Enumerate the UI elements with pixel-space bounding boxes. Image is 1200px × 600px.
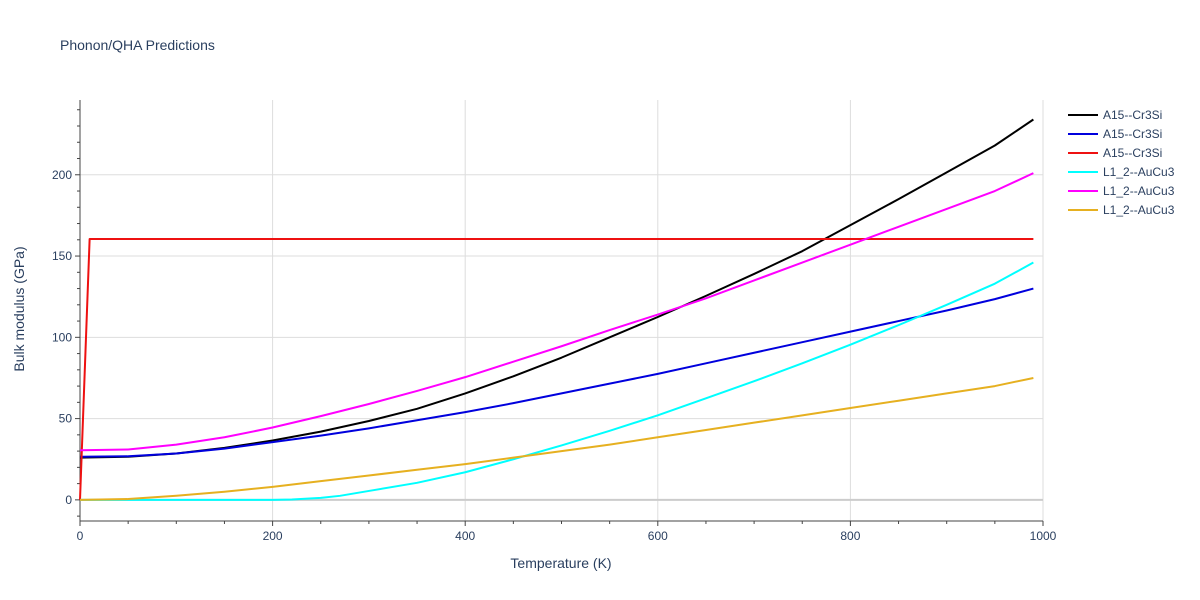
y-tick-label: 200	[52, 168, 72, 182]
series-line-5	[79, 172, 1034, 452]
x-tick-label: 800	[840, 529, 860, 543]
legend-item-1[interactable]: A15--Cr3Si	[1068, 108, 1162, 122]
legend-label: L1_2--AuCu3	[1103, 184, 1175, 198]
legend-item-4[interactable]: L1_2--AuCu3	[1068, 165, 1175, 179]
y-tick-label: 150	[52, 249, 72, 263]
legend[interactable]: A15--Cr3Si A15--Cr3Si A15--Cr3Si L1_2--AuCu…	[1068, 108, 1175, 217]
legend-item-5[interactable]: L1_2--AuCu3	[1068, 184, 1175, 198]
legend-label: A15--Cr3Si	[1103, 146, 1162, 160]
series-line-4	[80, 261, 1034, 501]
series-line-2	[79, 287, 1034, 458]
series-line-3	[79, 237, 1034, 500]
x-tick-label: 600	[648, 529, 668, 543]
axes: 0 200 400 600 800 1000 0 50 100 150 200	[52, 100, 1057, 543]
y-tick-label: 0	[65, 493, 72, 507]
series-lines	[79, 118, 1034, 501]
x-tick-label: 1000	[1030, 529, 1057, 543]
legend-item-6[interactable]: L1_2--AuCu3	[1068, 203, 1175, 217]
x-axis-title: Temperature (K)	[510, 555, 611, 571]
legend-label: L1_2--AuCu3	[1103, 203, 1175, 217]
legend-label: A15--Cr3Si	[1103, 127, 1162, 141]
x-tick-label: 200	[263, 529, 283, 543]
legend-item-2[interactable]: A15--Cr3Si	[1068, 127, 1162, 141]
series-line-6	[79, 376, 1034, 501]
y-axis-title: Bulk modulus (GPa)	[11, 246, 27, 371]
y-tick-label: 100	[52, 330, 72, 344]
x-tick-label: 400	[455, 529, 475, 543]
chart-title: Phonon/QHA Predictions	[60, 37, 215, 53]
series-line-1	[79, 118, 1034, 459]
legend-label: L1_2--AuCu3	[1103, 165, 1175, 179]
x-tick-label: 0	[77, 529, 84, 543]
legend-label: A15--Cr3Si	[1103, 108, 1162, 122]
y-tick-label: 50	[59, 412, 73, 426]
legend-item-3[interactable]: A15--Cr3Si	[1068, 146, 1162, 160]
